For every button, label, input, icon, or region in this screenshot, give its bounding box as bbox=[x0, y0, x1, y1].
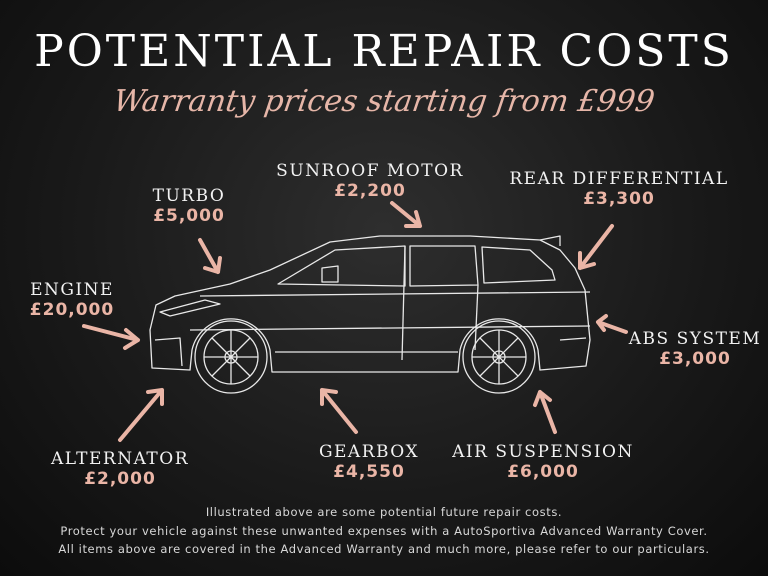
part-name: ENGINE bbox=[30, 280, 114, 300]
part-name: AIR SUSPENSION bbox=[452, 442, 634, 462]
footer-line: Illustrated above are some potential fut… bbox=[205, 505, 563, 519]
part-name: SUNROOF MOTOR bbox=[276, 161, 464, 181]
arrow-turbo bbox=[198, 238, 222, 274]
part-name: TURBO bbox=[152, 186, 226, 206]
part-label-rear-differential: REAR DIFFERENTIAL £3,300 bbox=[509, 169, 729, 209]
part-name: REAR DIFFERENTIAL bbox=[509, 169, 729, 189]
arrow-gearbox bbox=[320, 388, 358, 434]
car-outline bbox=[149, 235, 591, 394]
part-price: £5,000 bbox=[153, 206, 225, 226]
arrows bbox=[82, 201, 628, 442]
part-label-alternator: ALTERNATOR £2,000 bbox=[10, 449, 230, 489]
part-label-sunroof-motor: SUNROOF MOTOR £2,200 bbox=[260, 161, 480, 201]
footer-line: All items above are covered in the Advan… bbox=[58, 542, 710, 556]
part-price: £20,000 bbox=[29, 300, 115, 320]
arrow-abs bbox=[596, 314, 628, 334]
part-price: £4,550 bbox=[333, 462, 405, 482]
arrow-engine bbox=[82, 324, 140, 350]
arrow-alternator bbox=[118, 388, 164, 442]
page-title: POTENTIAL REPAIR COSTS bbox=[34, 26, 734, 77]
arrow-rear-differential bbox=[578, 224, 614, 270]
arrow-sunroof bbox=[390, 201, 422, 228]
part-label-engine: ENGINE £20,000 bbox=[0, 280, 182, 320]
footer-line: Protect your vehicle against these unwan… bbox=[60, 523, 708, 538]
part-label-gearbox: GEARBOX £4,550 bbox=[259, 442, 479, 482]
footer-disclaimer: Illustrated above are some potential fut… bbox=[0, 503, 768, 559]
part-price: £2,000 bbox=[84, 469, 156, 489]
part-name: ALTERNATOR bbox=[50, 449, 190, 469]
part-name: GEARBOX bbox=[318, 442, 420, 462]
part-price: £3,300 bbox=[583, 189, 655, 209]
part-price: £6,000 bbox=[507, 462, 579, 482]
arrow-air-suspension bbox=[533, 390, 557, 434]
part-price: £3,000 bbox=[659, 349, 731, 369]
part-price: £2,200 bbox=[334, 181, 406, 201]
part-name: ABS SYSTEM bbox=[628, 329, 762, 349]
part-label-abs-system: ABS SYSTEM £3,000 bbox=[585, 329, 768, 369]
part-label-air-suspension: AIR SUSPENSION £6,000 bbox=[433, 442, 653, 482]
part-label-turbo: TURBO £5,000 bbox=[79, 186, 299, 226]
